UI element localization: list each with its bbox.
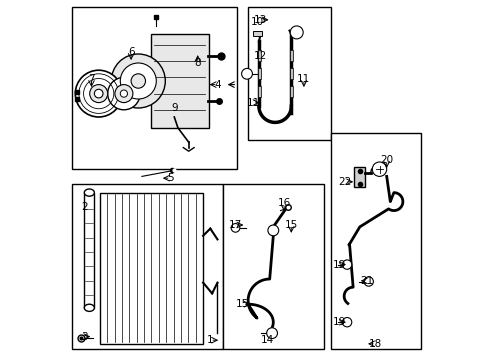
- Circle shape: [289, 26, 303, 39]
- Bar: [354, 167, 365, 187]
- Circle shape: [120, 63, 156, 99]
- Circle shape: [75, 70, 122, 117]
- Circle shape: [231, 224, 239, 232]
- Circle shape: [107, 77, 140, 110]
- Circle shape: [131, 74, 145, 88]
- Text: 15: 15: [284, 220, 297, 230]
- Circle shape: [120, 90, 127, 97]
- Text: 2: 2: [81, 202, 87, 212]
- Text: 22: 22: [338, 177, 351, 187]
- Text: 21: 21: [360, 276, 373, 286]
- Text: 17: 17: [228, 220, 242, 230]
- Text: 9: 9: [171, 103, 177, 113]
- Ellipse shape: [84, 189, 94, 196]
- Bar: [289, 68, 292, 79]
- Bar: [253, 31, 262, 36]
- Text: 16: 16: [277, 198, 290, 208]
- Text: 7: 7: [88, 74, 95, 84]
- Bar: [100, 193, 203, 344]
- Text: 8: 8: [194, 58, 201, 68]
- Circle shape: [266, 328, 277, 338]
- Circle shape: [89, 85, 107, 103]
- Bar: [330, 133, 420, 349]
- Circle shape: [371, 162, 386, 176]
- Text: 11: 11: [246, 98, 260, 108]
- Circle shape: [342, 260, 351, 269]
- Bar: [247, 7, 330, 140]
- Circle shape: [241, 68, 252, 79]
- Bar: [289, 86, 292, 97]
- Text: 5: 5: [167, 173, 174, 183]
- Text: 19: 19: [333, 260, 346, 270]
- Circle shape: [94, 89, 103, 98]
- Circle shape: [111, 54, 165, 108]
- Text: 3: 3: [81, 332, 87, 342]
- Bar: [257, 68, 260, 79]
- Circle shape: [267, 225, 278, 236]
- Text: 6: 6: [127, 47, 134, 57]
- Bar: [257, 50, 260, 61]
- Text: 1: 1: [206, 335, 213, 345]
- Circle shape: [115, 85, 133, 103]
- Text: 11: 11: [297, 74, 310, 84]
- Bar: [84, 193, 94, 308]
- Bar: [72, 184, 223, 349]
- Text: 13: 13: [254, 15, 267, 25]
- Text: 14: 14: [261, 335, 274, 345]
- Text: 10: 10: [250, 17, 263, 27]
- Text: 19: 19: [333, 317, 346, 327]
- Bar: [223, 184, 323, 349]
- Bar: [289, 50, 292, 61]
- Circle shape: [363, 277, 373, 286]
- Bar: [257, 86, 260, 97]
- Text: 20: 20: [379, 155, 392, 165]
- Bar: [72, 7, 237, 169]
- Circle shape: [342, 318, 351, 327]
- Bar: [151, 34, 208, 128]
- Ellipse shape: [84, 304, 94, 311]
- Text: 12: 12: [254, 51, 267, 61]
- Text: 15: 15: [236, 299, 249, 309]
- Text: 18: 18: [368, 339, 382, 349]
- Text: 4: 4: [214, 80, 221, 90]
